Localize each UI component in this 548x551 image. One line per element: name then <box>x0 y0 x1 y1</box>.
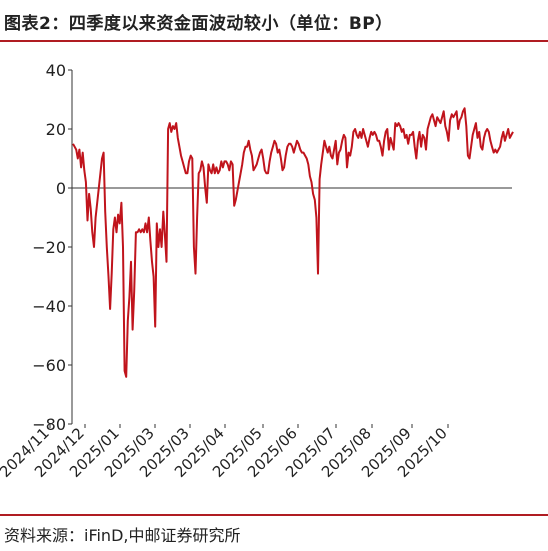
series-layer <box>72 107 514 378</box>
y-tick-label: 40 <box>46 61 66 80</box>
series-line-0 <box>72 107 514 378</box>
bottom-rule <box>0 514 548 516</box>
top-rule <box>0 40 548 42</box>
source-note: 资料来源：iFinD,中邮证券研究所 <box>4 526 241 545</box>
y-tick-label: −40 <box>32 297 66 316</box>
chart-title: 图表2：四季度以来资金面波动较小（单位：BP） <box>4 14 393 34</box>
y-tick-label: −60 <box>32 356 66 375</box>
y-axis-ticks: 40 20 0 −20 −40 −60 −80 <box>32 61 72 434</box>
y-tick-label: −20 <box>32 238 66 257</box>
x-axis-ticks: 2024/112024/122025/012025/032025/032025/… <box>0 424 451 481</box>
chart-axes <box>71 70 512 424</box>
y-tick-label: 20 <box>46 120 66 139</box>
y-tick-label: −80 <box>32 415 66 434</box>
line-chart: 40 20 0 −20 −40 −60 −80 2024/112024/122025/012… <box>0 61 514 481</box>
y-tick-label: 0 <box>56 179 66 198</box>
